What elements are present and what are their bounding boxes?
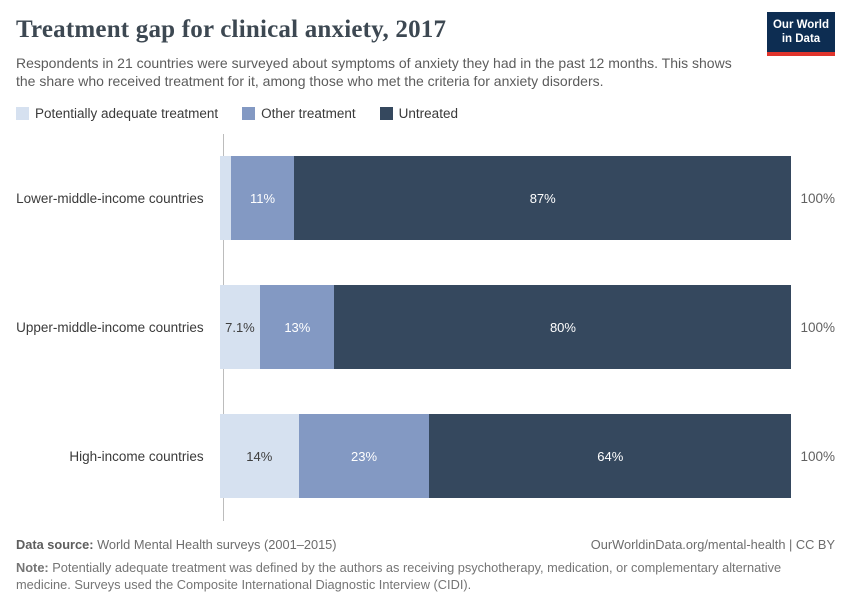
stacked-bar: 7.1% 13% 80% <box>219 285 792 370</box>
chart-row: Lower-middle-income countries 11% 87% 100% <box>16 134 835 263</box>
owid-logo-red-strip <box>767 51 835 56</box>
page-title: Treatment gap for clinical anxiety, 2017 <box>16 16 447 43</box>
data-source-label: Data source: <box>16 536 94 552</box>
chart-subtitle: Respondents in 21 countries were surveye… <box>16 55 732 90</box>
legend-label: Untreated <box>398 105 458 121</box>
bar-segment[interactable]: 87% <box>293 156 792 241</box>
legend-swatch-icon <box>379 106 393 120</box>
chart-rows: Lower-middle-income countries 11% 87% 100% U… <box>16 134 835 521</box>
category-label: High-income countries <box>69 448 204 464</box>
chart: Lower-middle-income countries 11% 87% 100% U… <box>16 133 835 521</box>
chart-row: High-income countries 14% 23% 64% 100% <box>16 392 835 521</box>
bar-segment[interactable]: 7.1% <box>219 285 261 370</box>
footer: Data source: World Mental Health surveys… <box>16 537 835 594</box>
legend-swatch-icon <box>16 106 29 120</box>
footer-url[interactable]: OurWorldinData.org/mental-health | CC BY <box>590 536 835 552</box>
data-source-text: World Mental Health surveys (2001–2015) <box>93 536 337 552</box>
bar-segment[interactable]: 11% <box>231 156 294 241</box>
bar-segment[interactable]: 13% <box>260 285 335 370</box>
owid-logo-line1: Our World <box>772 19 829 31</box>
data-source: Data source: World Mental Health surveys… <box>16 537 337 552</box>
bar-segment[interactable] <box>219 156 232 241</box>
bar-segment[interactable]: 14% <box>219 414 299 499</box>
stacked-bar: 14% 23% 64% <box>219 414 792 499</box>
bar-total-label: 100% <box>800 319 835 335</box>
bar-total-label: 100% <box>800 190 835 206</box>
owid-logo-line2: in Data <box>781 33 821 46</box>
legend-swatch-icon <box>242 106 256 120</box>
bar-segment[interactable]: 64% <box>429 414 792 499</box>
stacked-bar: 11% 87% <box>219 156 792 241</box>
footer-note-label: Note: <box>16 559 49 575</box>
category-label: Lower-middle-income countries <box>16 190 204 206</box>
bar-total-label: 100% <box>800 448 835 464</box>
category-label: Upper-middle-income countries <box>16 319 204 335</box>
legend-item[interactable]: Potentially adequate treatment <box>16 106 218 121</box>
owid-logo-text: Our World in Data <box>767 12 835 52</box>
bar-segment[interactable]: 23% <box>298 414 430 499</box>
legend-item[interactable]: Untreated <box>379 105 458 121</box>
legend-label: Other treatment <box>261 105 356 121</box>
legend-label: Potentially adequate treatment <box>35 105 219 121</box>
legend: Potentially adequate treatment Other trea… <box>16 106 835 121</box>
legend-item[interactable]: Other treatment <box>242 106 356 121</box>
footer-note-text: Potentially adequate treatment was defin… <box>16 559 782 593</box>
chart-row: Upper-middle-income countries 7.1% 13% 80% 1… <box>16 263 835 392</box>
bar-segment[interactable]: 80% <box>334 285 792 370</box>
footer-note: Note: Potentially adequate treatment was… <box>16 559 808 594</box>
owid-logo[interactable]: Our World in Data <box>767 12 835 56</box>
